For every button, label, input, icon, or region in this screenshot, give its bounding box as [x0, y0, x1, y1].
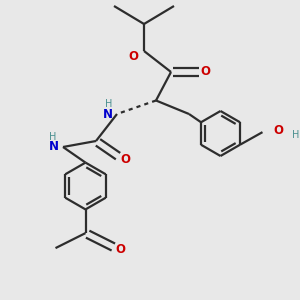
Text: N: N	[48, 140, 59, 154]
Text: N: N	[102, 108, 112, 121]
Text: O: O	[120, 153, 130, 166]
Text: H: H	[49, 131, 56, 142]
Text: O: O	[200, 65, 211, 78]
Text: O: O	[128, 50, 139, 64]
Text: H: H	[292, 130, 299, 140]
Text: O: O	[116, 243, 126, 256]
Text: O: O	[273, 124, 283, 137]
Text: H: H	[105, 99, 112, 110]
